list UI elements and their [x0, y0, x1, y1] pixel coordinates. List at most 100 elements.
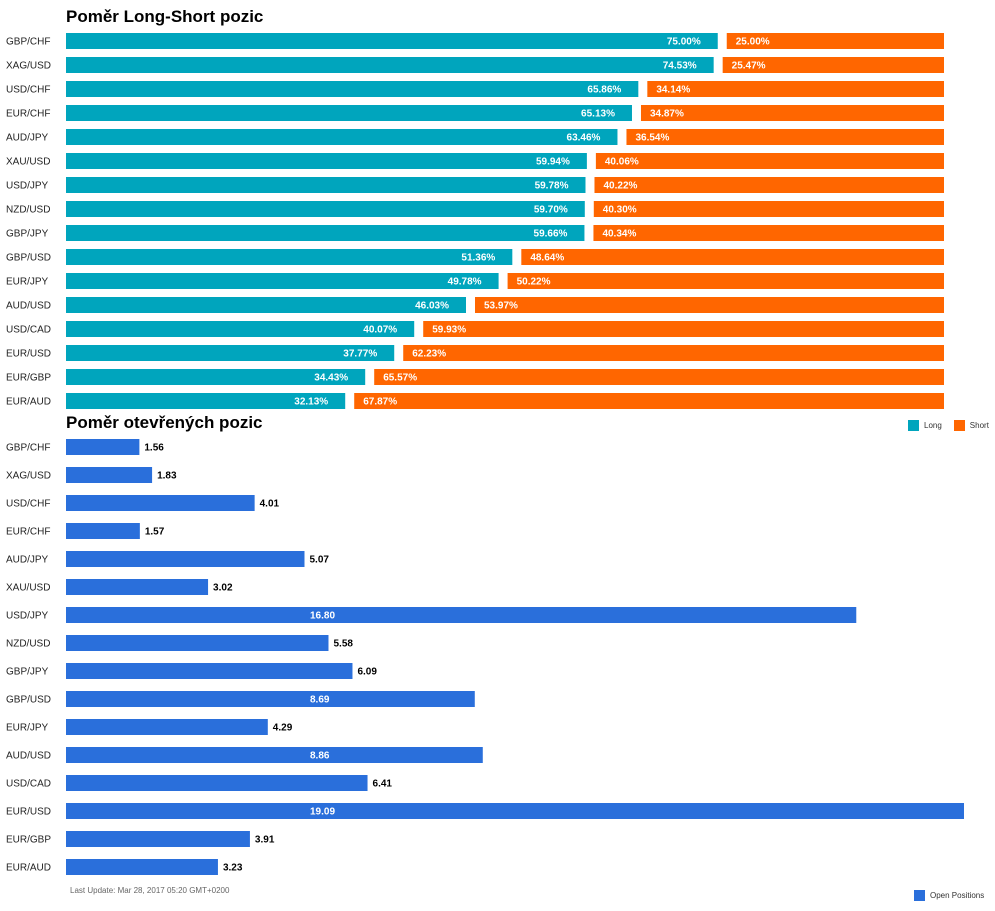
short-value-label-usd-chf: 34.14%: [656, 85, 690, 96]
category-label-nzd-usd: NZD/USD: [6, 205, 50, 216]
open-bar-gbp-chf: [66, 439, 140, 455]
open-category-label-gbp-chf: GBP/CHF: [6, 443, 50, 454]
long-bar-eur-usd: [66, 345, 395, 361]
category-label-usd-chf: USD/CHF: [6, 85, 50, 96]
open-bar-aud-usd: [66, 747, 483, 763]
open-category-label-usd-chf: USD/CHF: [6, 499, 50, 510]
open-bar-gbp-jpy: [66, 663, 353, 679]
long-bar-gbp-chf: [66, 33, 718, 49]
open-value-label-eur-gbp: 3.91: [255, 835, 275, 846]
open-value-label-usd-chf: 4.01: [260, 499, 280, 510]
open-category-label-xau-usd: XAU/USD: [6, 583, 50, 594]
long-short-legend: Long Short: [908, 420, 989, 431]
legend-open-swatch: [914, 890, 925, 901]
long-value-label-gbp-usd: 51.36%: [461, 253, 495, 264]
short-bar-aud-usd: [475, 297, 944, 313]
short-bar-xau-usd: [595, 153, 944, 169]
long-bar-gbp-jpy: [66, 225, 585, 241]
open-bar-nzd-usd: [66, 635, 329, 651]
open-value-label-aud-usd: 8.86: [310, 751, 330, 762]
long-bar-xag-usd: [66, 57, 714, 73]
long-value-label-eur-aud: 32.13%: [294, 397, 328, 408]
short-value-label-nzd-usd: 40.30%: [603, 205, 637, 216]
short-bar-usd-chf: [647, 81, 944, 97]
short-value-label-aud-jpy: 36.54%: [635, 133, 669, 144]
category-label-eur-chf: EUR/CHF: [6, 109, 50, 120]
short-value-label-eur-jpy: 50.22%: [517, 277, 551, 288]
open-bar-gbp-usd: [66, 691, 475, 707]
open-bar-eur-chf: [66, 523, 140, 539]
open-category-label-eur-usd: EUR/USD: [6, 807, 51, 818]
open-bar-usd-jpy: [66, 607, 857, 623]
long-bar-aud-usd: [66, 297, 467, 313]
open-value-label-eur-jpy: 4.29: [273, 723, 293, 734]
open-category-label-gbp-jpy: GBP/JPY: [6, 667, 49, 678]
long-short-ratio-chart: GBP/CHF 75.00% 25.00% XAG/USD 74.53% 25.47% US…: [6, 33, 945, 409]
open-value-label-gbp-chf: 1.56: [144, 443, 164, 454]
category-label-xau-usd: XAU/USD: [6, 157, 50, 168]
long-value-label-usd-jpy: 59.78%: [535, 181, 569, 192]
short-value-label-xag-usd: 25.47%: [732, 61, 766, 72]
long-bar-nzd-usd: [66, 201, 585, 217]
legend-long-label: Long: [924, 421, 942, 430]
open-category-label-eur-gbp: EUR/GBP: [6, 835, 51, 846]
category-label-xag-usd: XAG/USD: [6, 61, 51, 72]
open-bar-xag-usd: [66, 467, 153, 483]
short-value-label-gbp-chf: 25.00%: [736, 37, 770, 48]
short-value-label-eur-gbp: 65.57%: [383, 373, 417, 384]
open-value-label-gbp-usd: 8.69: [310, 695, 330, 706]
short-bar-nzd-usd: [593, 201, 944, 217]
short-bar-eur-usd: [403, 345, 944, 361]
open-bar-usd-cad: [66, 775, 368, 791]
short-bar-gbp-chf: [726, 33, 944, 49]
short-value-label-usd-cad: 59.93%: [432, 325, 466, 336]
category-label-eur-gbp: EUR/GBP: [6, 373, 51, 384]
open-value-label-eur-usd: 19.09: [310, 807, 335, 818]
open-value-label-usd-jpy: 16.80: [310, 611, 335, 622]
category-label-eur-aud: EUR/AUD: [6, 397, 51, 408]
open-value-label-xag-usd: 1.83: [157, 471, 177, 482]
long-bar-eur-gbp: [66, 369, 366, 385]
short-bar-eur-aud: [354, 393, 944, 409]
short-value-label-xau-usd: 40.06%: [605, 157, 639, 168]
open-value-label-nzd-usd: 5.58: [333, 639, 353, 650]
open-category-label-gbp-usd: GBP/USD: [6, 695, 51, 706]
category-label-usd-jpy: USD/JPY: [6, 181, 49, 192]
long-value-label-gbp-chf: 75.00%: [667, 37, 701, 48]
short-bar-aud-jpy: [626, 129, 944, 145]
open-value-label-xau-usd: 3.02: [213, 583, 233, 594]
short-value-label-eur-aud: 67.87%: [363, 397, 397, 408]
short-bar-eur-chf: [640, 105, 944, 121]
open-bar-aud-jpy: [66, 551, 305, 567]
open-category-label-usd-jpy: USD/JPY: [6, 611, 49, 622]
long-value-label-eur-gbp: 34.43%: [314, 373, 348, 384]
short-bar-eur-jpy: [507, 273, 944, 289]
open-positions-legend: Open Positions: [914, 890, 984, 901]
long-bar-usd-cad: [66, 321, 415, 337]
long-value-label-aud-usd: 46.03%: [415, 301, 449, 312]
long-value-label-xau-usd: 59.94%: [536, 157, 570, 168]
category-label-gbp-jpy: GBP/JPY: [6, 229, 49, 240]
long-bar-eur-aud: [66, 393, 346, 409]
long-value-label-aud-jpy: 63.46%: [567, 133, 601, 144]
open-bar-eur-gbp: [66, 831, 250, 847]
category-label-aud-jpy: AUD/JPY: [6, 133, 49, 144]
open-value-label-gbp-jpy: 6.09: [357, 667, 377, 678]
short-value-label-eur-usd: 62.23%: [412, 349, 446, 360]
open-category-label-xag-usd: XAG/USD: [6, 471, 51, 482]
open-category-label-eur-jpy: EUR/JPY: [6, 723, 49, 734]
long-bar-eur-jpy: [66, 273, 499, 289]
open-bar-eur-aud: [66, 859, 218, 875]
open-value-label-eur-aud: 3.23: [223, 863, 243, 874]
open-bar-xau-usd: [66, 579, 209, 595]
long-bar-aud-jpy: [66, 129, 618, 145]
category-label-usd-cad: USD/CAD: [6, 325, 51, 336]
long-bar-usd-chf: [66, 81, 639, 97]
short-bar-eur-gbp: [374, 369, 945, 385]
open-value-label-eur-chf: 1.57: [145, 527, 165, 538]
long-value-label-usd-chf: 65.86%: [587, 85, 621, 96]
legend-short-label: Short: [969, 421, 989, 430]
long-short-chart-title: Poměr Long-Short pozic: [66, 7, 264, 26]
open-category-label-usd-cad: USD/CAD: [6, 779, 51, 790]
